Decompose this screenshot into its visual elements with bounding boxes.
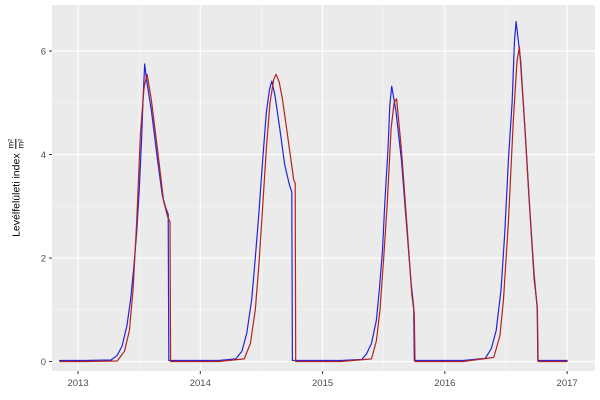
lai-series-line-blue: [59, 21, 568, 362]
y-tick-label: 0: [41, 357, 46, 368]
lai-series-line-red: [59, 46, 568, 363]
x-tick-label: 2016: [434, 378, 455, 389]
x-tick-label: 2014: [190, 378, 211, 389]
y-tick-label: 6: [41, 47, 46, 58]
x-tick-label: 2015: [312, 378, 333, 389]
y-axis-title-fraction: m² m²: [6, 139, 26, 149]
x-tick-label: 2013: [67, 378, 88, 389]
y-axis-fraction-numerator: m²: [6, 139, 16, 149]
y-axis-title-text: Levélfelületi index: [10, 153, 22, 237]
y-axis-title: Levélfelületi index m² m²: [6, 139, 26, 237]
y-tick-label: 2: [41, 254, 46, 265]
x-tick-label: 2017: [557, 378, 578, 389]
y-tick-label: 4: [41, 150, 46, 161]
y-axis-fraction-denominator: m²: [15, 139, 26, 149]
